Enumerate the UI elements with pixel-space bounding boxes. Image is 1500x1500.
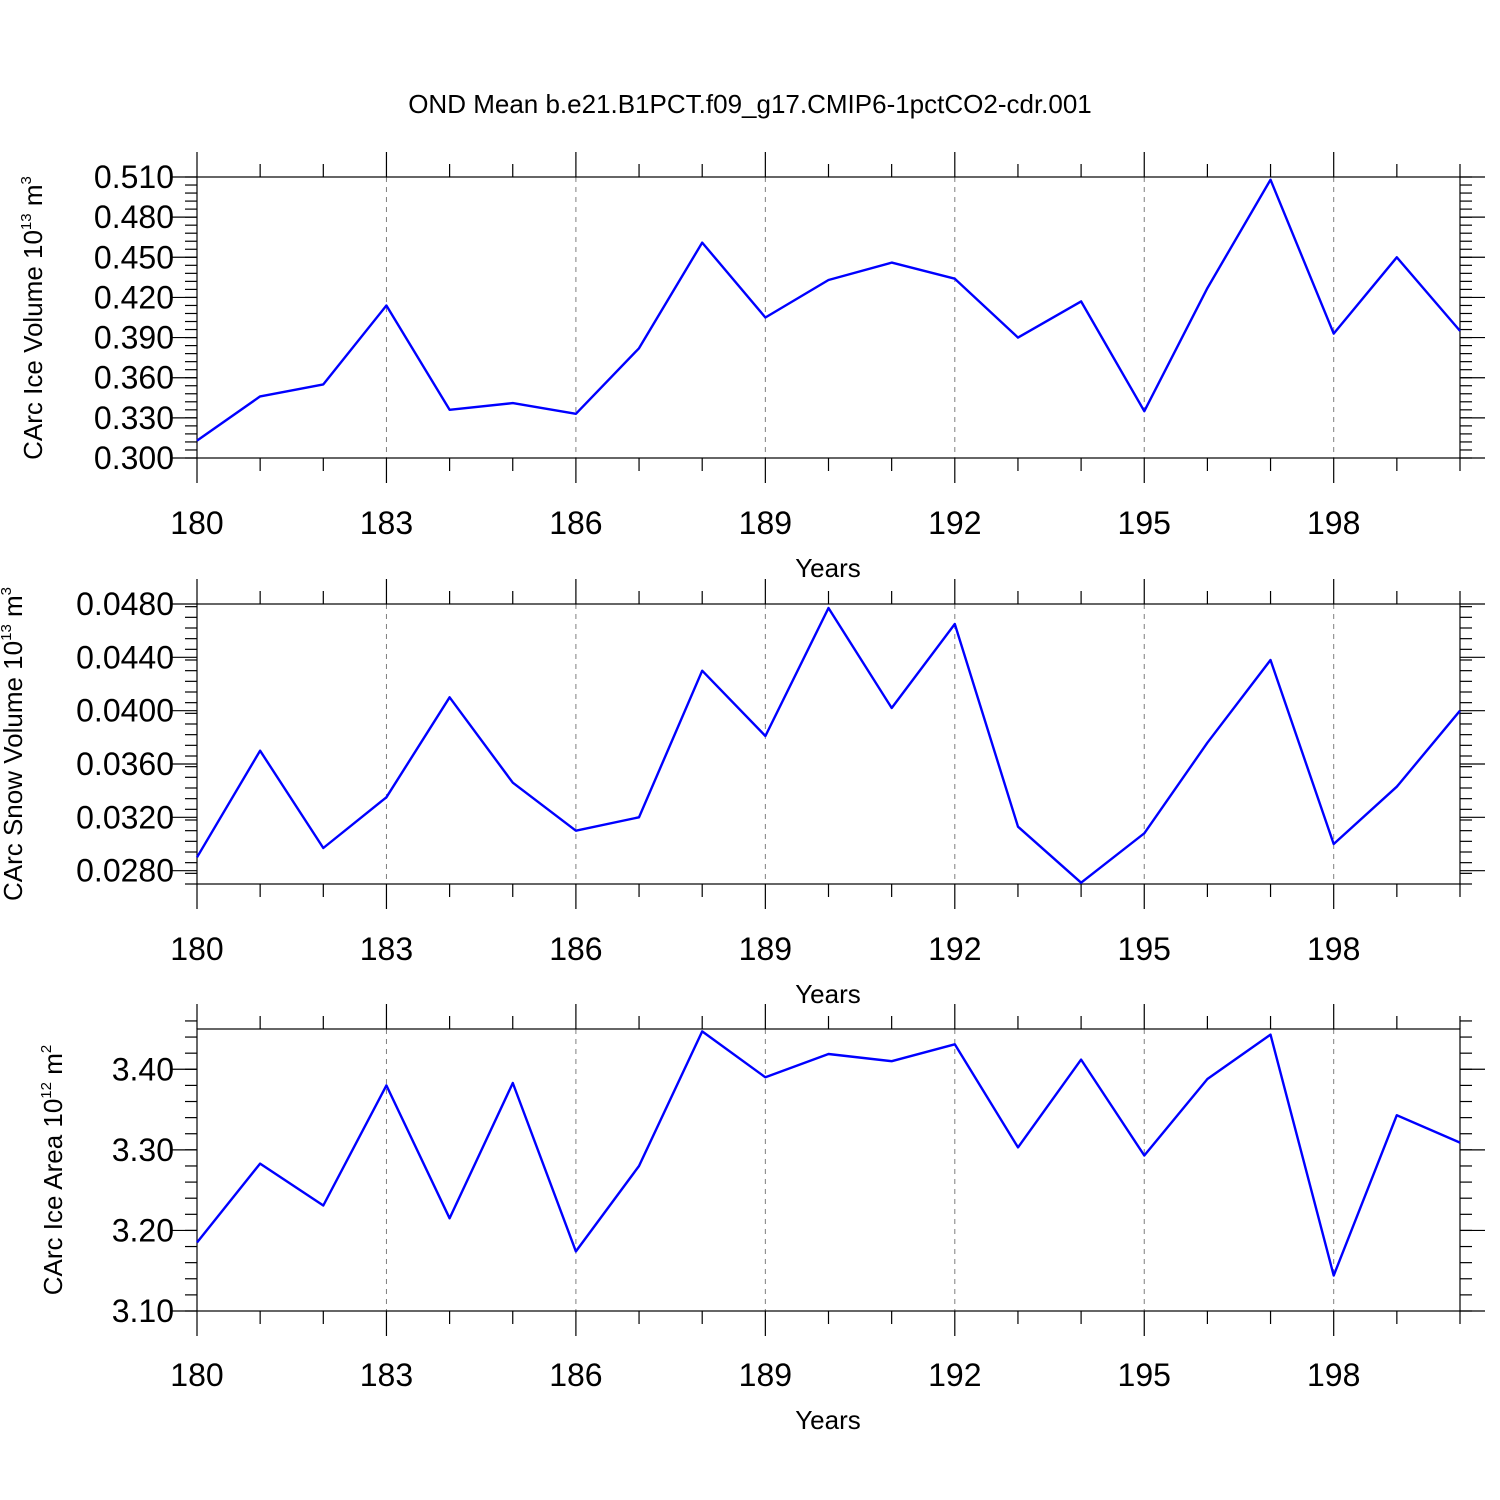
series-line	[196, 178, 1461, 442]
y-tick-label: 0.510	[94, 159, 174, 195]
y-tick-label: 0.0480	[76, 586, 174, 622]
y-tick-label: 0.450	[94, 239, 174, 275]
x-tick-label: 186	[549, 931, 602, 967]
panel-ice-area: 180 183 186 189 192 195 198 3.10 3.20 3.30 3.40 CA…	[38, 1004, 1485, 1435]
x-tick-label: 189	[739, 505, 792, 541]
y-tick-label: 3.20	[112, 1212, 174, 1248]
x-tick-label: 195	[1118, 1357, 1171, 1393]
x-tick-label: 195	[1118, 931, 1171, 967]
x-tick-label: 186	[549, 1357, 602, 1393]
x-tick-label: 183	[360, 505, 413, 541]
y-tick-label: 0.0400	[76, 693, 174, 729]
x-tick-label: 189	[739, 1357, 792, 1393]
y-axis-label-snow-volume: CArc Snow Volume 1013 m3	[0, 587, 28, 901]
x-tick-label: 195	[1118, 505, 1171, 541]
x-axis-label: Years	[795, 553, 861, 583]
y-tick-label: 3.10	[112, 1293, 174, 1329]
x-axis-label: Years	[795, 979, 861, 1009]
x-tick-label: 198	[1307, 931, 1360, 967]
y-tick-label: 0.390	[94, 320, 174, 356]
y-tick-label: 3.40	[112, 1051, 174, 1087]
chart-title: OND Mean b.e21.B1PCT.f09_g17.CMIP6-1pctC…	[408, 89, 1092, 119]
x-tick-label: 189	[739, 931, 792, 967]
x-tick-label: 198	[1307, 1357, 1360, 1393]
x-tick-label: 180	[170, 1357, 223, 1393]
x-tick-label: 180	[170, 505, 223, 541]
y-tick-label: 3.30	[112, 1132, 174, 1168]
y-axis-label-ice-volume: CArc Ice Volume 1013 m3	[18, 176, 48, 460]
y-tick-label: 0.420	[94, 279, 174, 315]
series-line	[195, 606, 1461, 884]
x-tick-label: 183	[360, 1357, 413, 1393]
panel-ice-volume: 180 183 186 189 192 195 198 0.300 0.330 0.360 0.39…	[18, 152, 1485, 583]
y-tick-label: 0.330	[94, 400, 174, 436]
x-tick-label: 192	[928, 1357, 981, 1393]
plot-frame	[196, 603, 1461, 885]
x-tick-label: 183	[360, 931, 413, 967]
x-axis-label: Years	[795, 1405, 861, 1435]
y-tick-label: 0.0280	[76, 853, 174, 889]
panel-snow-volume: 180 183 186 189 192 195 198 0.0280 0.0320 0.0360 0…	[0, 579, 1485, 1009]
y-tick-label: 0.480	[94, 199, 174, 235]
y-tick-label: 0.360	[94, 360, 174, 396]
x-tick-label: 180	[170, 931, 223, 967]
y-axis-label-ice-area: CArc Ice Area 1012 m2	[38, 1045, 68, 1295]
y-tick-label: 0.300	[94, 440, 174, 476]
y-tick-label: 0.0360	[76, 746, 174, 782]
y-tick-label: 0.0320	[76, 799, 174, 835]
plot-frame	[196, 176, 1461, 459]
series-line	[196, 1030, 1461, 1277]
x-tick-label: 186	[549, 505, 602, 541]
x-tick-label: 198	[1307, 505, 1360, 541]
x-tick-label: 192	[928, 931, 981, 967]
y-tick-label: 0.0440	[76, 639, 174, 675]
x-tick-label: 192	[928, 505, 981, 541]
plot-frame	[196, 1028, 1461, 1312]
